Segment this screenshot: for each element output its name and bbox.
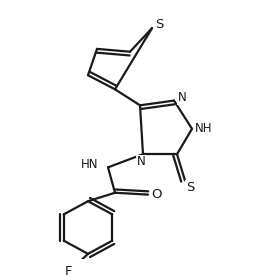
Text: F: F bbox=[65, 265, 73, 276]
Text: NH: NH bbox=[195, 122, 213, 135]
Text: HN: HN bbox=[80, 158, 98, 171]
Text: N: N bbox=[178, 91, 186, 104]
Text: S: S bbox=[155, 18, 163, 31]
Text: O: O bbox=[152, 188, 162, 201]
Text: N: N bbox=[137, 155, 145, 168]
Text: S: S bbox=[186, 181, 194, 193]
